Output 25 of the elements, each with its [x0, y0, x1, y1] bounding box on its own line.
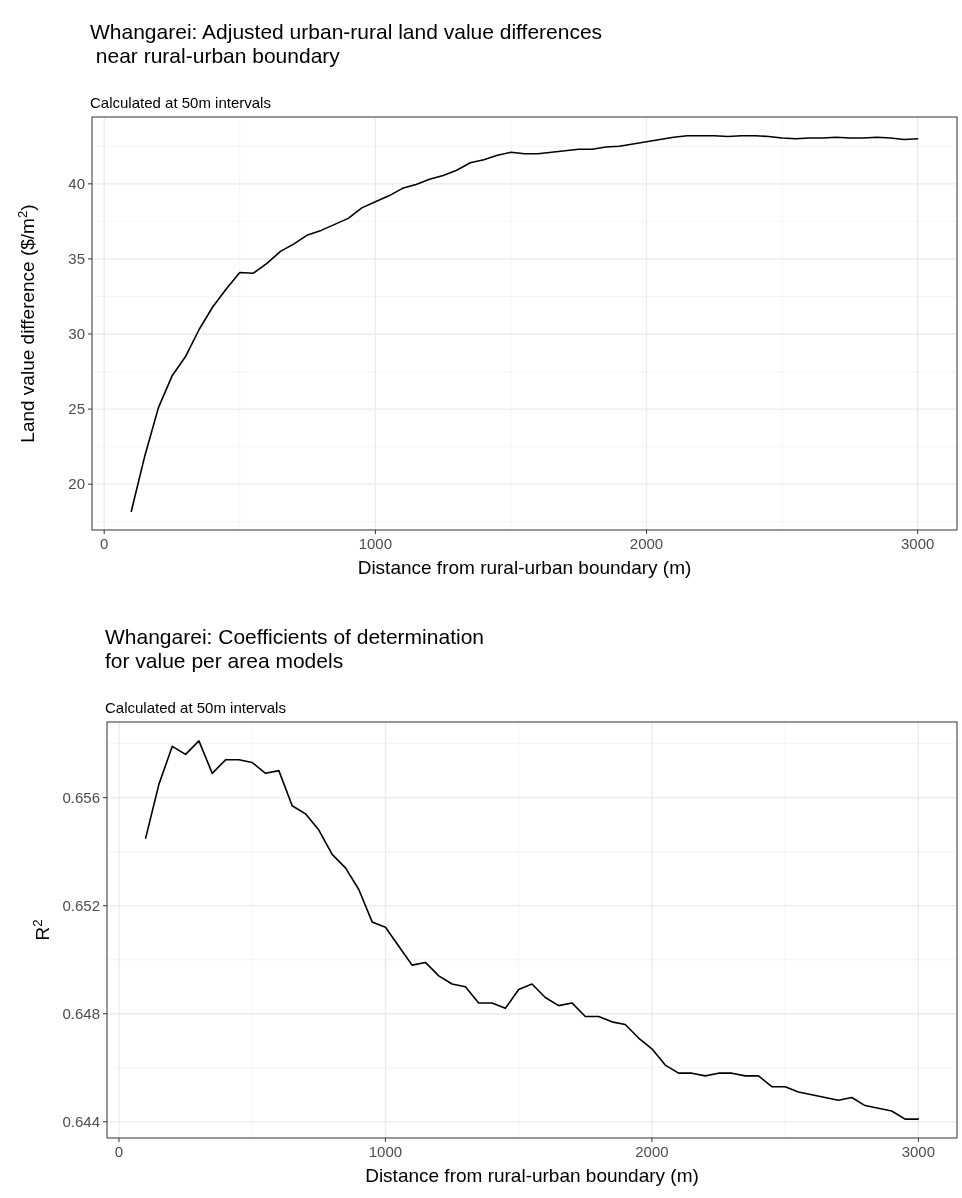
y-tick-label: 40	[68, 175, 85, 193]
chart-title: Whangarei: Coefficients of determination for value per area models	[105, 625, 484, 672]
x-tick-label: 1000	[368, 1143, 403, 1160]
x-tick-label: 1000	[358, 535, 393, 552]
y-tick-label: 0.648	[62, 1004, 100, 1022]
y-tick-label: 25	[68, 400, 85, 418]
chart-subtitle: Calculated at 50m intervals	[105, 699, 286, 716]
y-tick-label: 30	[68, 325, 85, 343]
y-tick-label: 0.644	[62, 1113, 100, 1131]
chart-subtitle: Calculated at 50m intervals	[90, 94, 271, 111]
line-series	[144, 740, 920, 1120]
y-tick-label: 20	[68, 475, 85, 493]
chart-title: Whangarei: Adjusted urban-rural land value differences near rural-urban boundary	[90, 20, 603, 67]
y-tick-label: 0.652	[62, 896, 100, 914]
x-tick-label: 2000	[635, 1143, 669, 1160]
x-axis-title: Distance from rural-urban boundary (m)	[357, 557, 692, 578]
x-tick-label: 3000	[901, 1143, 936, 1160]
y-tick-label: 35	[68, 250, 85, 268]
y-tick-label: 0.656	[62, 788, 100, 806]
x-axis-title: Distance from rural-urban boundary (m)	[365, 1165, 699, 1186]
x-tick-label: 2000	[629, 535, 664, 552]
x-tick-label: 0	[100, 535, 109, 552]
x-tick-label: 0	[114, 1143, 124, 1160]
line-series	[130, 134, 919, 513]
x-tick-label: 3000	[900, 535, 935, 552]
